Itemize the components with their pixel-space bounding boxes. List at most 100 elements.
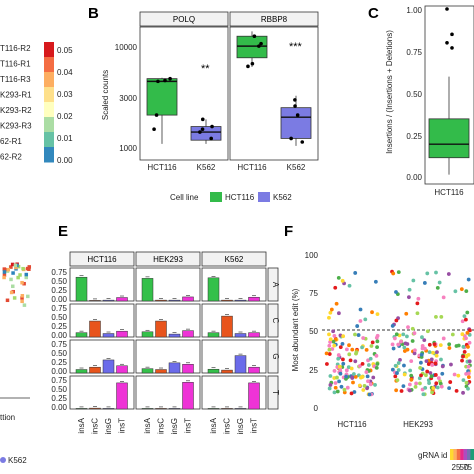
f-point bbox=[374, 353, 379, 358]
f-point bbox=[464, 317, 468, 322]
f-point bbox=[358, 307, 363, 312]
f-point bbox=[340, 341, 345, 346]
panel-c-boxplot: Insertions / (Insertions + Deletions) 1.… bbox=[385, 5, 474, 197]
f-point bbox=[347, 343, 351, 348]
f-point bbox=[390, 367, 395, 372]
f-point bbox=[424, 359, 429, 364]
d-scatter-fragment bbox=[2, 262, 32, 307]
f-point bbox=[447, 342, 452, 347]
e-bar bbox=[182, 382, 194, 410]
f-point bbox=[427, 381, 432, 386]
f-legend-segment bbox=[467, 449, 471, 460]
f-legend-segment bbox=[456, 449, 461, 460]
strip-polq-label: POLQ bbox=[173, 15, 195, 24]
f-point bbox=[439, 384, 444, 389]
colorbar-tick: 0.01 bbox=[57, 134, 73, 143]
e-ytick: 0.00 bbox=[51, 403, 67, 412]
f-point bbox=[419, 373, 423, 378]
f-point bbox=[431, 350, 435, 355]
f-point bbox=[467, 340, 472, 345]
f-point bbox=[418, 366, 423, 370]
f-point bbox=[391, 271, 396, 276]
e-row-strip-label: A bbox=[271, 282, 280, 288]
f-point bbox=[464, 380, 469, 385]
e-bar bbox=[89, 366, 101, 374]
f-point bbox=[466, 386, 470, 391]
f-point bbox=[347, 283, 352, 288]
f-point bbox=[395, 371, 399, 375]
e-bar bbox=[207, 408, 220, 410]
panel-b-boxplot: POLQ RBBP8 Scaled counts 10000 3000 1000… bbox=[101, 11, 319, 202]
f-point bbox=[452, 372, 457, 377]
f-point bbox=[399, 389, 404, 393]
d-xlabel-fragment: ttion bbox=[0, 413, 15, 422]
e-bar bbox=[141, 408, 154, 410]
f-point bbox=[345, 385, 350, 390]
f-point bbox=[449, 362, 453, 367]
f-point bbox=[344, 368, 349, 373]
data-point bbox=[210, 124, 214, 129]
f-point bbox=[404, 311, 409, 316]
box bbox=[146, 78, 178, 116]
f-point bbox=[368, 356, 373, 361]
d-point bbox=[2, 275, 6, 280]
f-point bbox=[425, 329, 430, 334]
e-bar bbox=[75, 276, 88, 302]
f-point bbox=[327, 315, 331, 320]
e-bar bbox=[221, 369, 233, 374]
d-point bbox=[13, 263, 18, 268]
f-points bbox=[324, 269, 472, 397]
data-point bbox=[200, 117, 205, 122]
heatmap-row-label: T116-R2 bbox=[0, 44, 31, 53]
e-bar bbox=[102, 359, 115, 374]
e-bar bbox=[207, 368, 220, 374]
f-point bbox=[394, 332, 399, 337]
f-point bbox=[337, 364, 342, 369]
d-point bbox=[9, 290, 14, 295]
f-point bbox=[430, 390, 434, 395]
e-bar bbox=[234, 333, 247, 338]
f-point bbox=[348, 358, 353, 363]
f-point bbox=[353, 271, 358, 275]
f-point bbox=[460, 358, 464, 363]
f-point bbox=[396, 342, 401, 347]
data-point bbox=[246, 64, 250, 69]
f-point bbox=[331, 329, 336, 334]
f-point bbox=[407, 388, 412, 393]
f-point bbox=[324, 351, 329, 356]
d-legend-fragment: K562 bbox=[8, 456, 27, 465]
f-point bbox=[416, 296, 421, 301]
e-bar bbox=[116, 382, 128, 410]
f-point bbox=[374, 335, 379, 340]
f-point bbox=[431, 386, 436, 390]
f-point bbox=[459, 287, 464, 292]
e-ytick: 0.75 bbox=[51, 268, 67, 277]
colorbar-segment bbox=[44, 87, 54, 103]
box bbox=[236, 35, 268, 59]
f-point bbox=[374, 366, 379, 370]
f-point bbox=[394, 388, 399, 393]
panel-e-barchart: 0.750.500.250.000.750.500.250.000.750.50… bbox=[51, 251, 280, 434]
heatmap-row-label: 62-R1 bbox=[0, 137, 22, 146]
f-point bbox=[432, 342, 437, 347]
f-point bbox=[434, 353, 439, 358]
f-point bbox=[327, 347, 332, 352]
f-point bbox=[353, 359, 358, 364]
f-point bbox=[336, 275, 341, 280]
e-ytick: 0.00 bbox=[51, 331, 67, 340]
colorbar-segment bbox=[44, 72, 54, 88]
f-point bbox=[330, 347, 335, 351]
e-ytick: 0.25 bbox=[51, 358, 67, 367]
f-legend-segment bbox=[463, 449, 468, 460]
f-point bbox=[375, 339, 380, 344]
f-point bbox=[358, 319, 363, 323]
f-point bbox=[350, 376, 355, 380]
f-point bbox=[366, 379, 370, 384]
f-point bbox=[424, 373, 428, 378]
f-xtick-hct116: HCT116 bbox=[337, 420, 367, 429]
d-point bbox=[22, 281, 26, 286]
e-xtick: insG bbox=[236, 418, 245, 434]
f-point bbox=[406, 325, 410, 330]
heatmap-row-label: 62-R2 bbox=[0, 153, 22, 162]
f-point bbox=[447, 346, 452, 350]
